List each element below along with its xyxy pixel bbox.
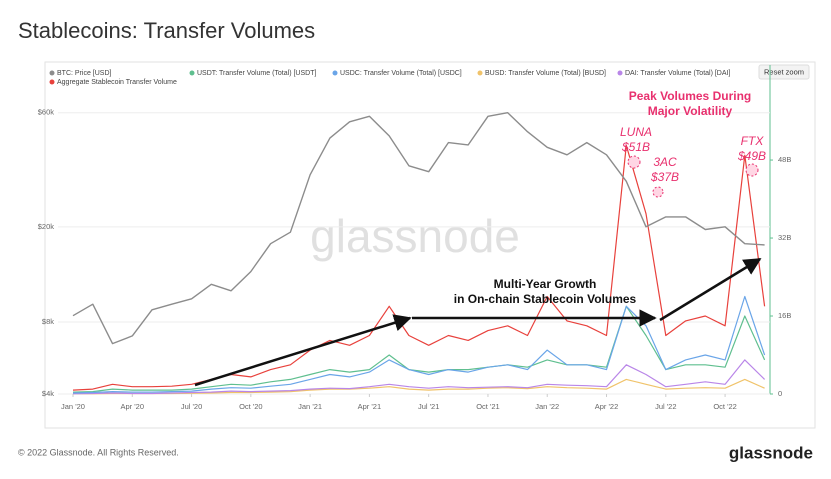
x-tick-label: Jan '22 <box>535 402 559 411</box>
annotations: Peak Volumes During Major Volatility LUN… <box>194 89 766 387</box>
legend-marker <box>49 70 55 76</box>
series-line <box>72 305 766 393</box>
series-line <box>72 295 766 394</box>
y-tick-label: $60k <box>38 108 55 117</box>
annotation: $49B <box>737 149 766 163</box>
y-tick-label: $4k <box>42 389 54 398</box>
brand-logo: glassnode <box>729 443 813 462</box>
x-tick-label: Jul '22 <box>655 402 676 411</box>
annotation: $37B <box>650 170 679 184</box>
x-tick-label: Apr '21 <box>358 402 382 411</box>
growth-arrow <box>194 314 412 387</box>
y-tick-label: $8k <box>42 317 54 326</box>
y2-tick-label: 0 <box>778 389 782 398</box>
legend-label: BTC: Price [USD] <box>57 70 112 77</box>
x-tick-label: Jul '21 <box>418 402 439 411</box>
series-line <box>73 378 765 395</box>
series-line <box>72 359 766 395</box>
annotation: Peak Volumes During <box>629 89 751 103</box>
chart-frame <box>44 61 816 429</box>
reset-zoom-label[interactable]: Reset zoom <box>764 67 804 76</box>
legend-label: USDT: Transfer Volume (Total) [USDT] <box>197 70 316 77</box>
peak-circle <box>627 155 641 169</box>
series-line <box>72 144 766 391</box>
annotation: Multi-Year Growth <box>494 277 597 291</box>
x-tick-label: Oct '20 <box>239 402 263 411</box>
growth-arrow <box>659 257 762 322</box>
legend-label: BUSD: Transfer Volume (Total) [BUSD] <box>485 70 606 77</box>
copyright: © 2022 Glassnode. All Rights Reserved. <box>18 447 179 457</box>
x-tick-label: Jan '21 <box>298 402 322 411</box>
annotation: $51B <box>621 140 650 154</box>
y2-tick-label: 32B <box>778 233 791 242</box>
legend-label: DAI: Transfer Volume (Total) [DAI] <box>625 70 730 77</box>
legend-label: USDC: Transfer Volume (Total) [USDC] <box>340 70 462 77</box>
legend-label: Aggregate Stablecoin Transfer Volume <box>57 79 177 86</box>
legend-marker <box>189 70 195 76</box>
page-title: Stablecoins: Transfer Volumes <box>18 18 315 43</box>
x-tick-label: Apr '22 <box>595 402 619 411</box>
x-tick-label: Oct '22 <box>713 402 737 411</box>
legend-marker <box>477 70 483 76</box>
x-tick-label: Apr '20 <box>121 402 145 411</box>
peak-circle <box>745 163 759 177</box>
reset-zoom-bg[interactable] <box>758 64 810 80</box>
y2-tick-label: 16B <box>778 311 791 320</box>
x-tick-label: Oct '21 <box>476 402 500 411</box>
x-tick-label: Jul '20 <box>181 402 202 411</box>
annotation: 3AC <box>653 155 677 169</box>
watermark: glassnode <box>310 210 520 262</box>
annotation: LUNA <box>620 125 652 139</box>
legend-marker <box>332 70 338 76</box>
legend-marker <box>49 79 55 85</box>
peak-circle <box>652 186 664 198</box>
annotation: in On-chain Stablecoin Volumes <box>454 292 637 306</box>
x-tick-label: Jan '20 <box>61 402 85 411</box>
reset-zoom-button[interactable]: Reset zoom <box>758 64 810 80</box>
annotation: FTX <box>741 134 765 148</box>
annotation: Major Volatility <box>648 104 733 118</box>
series-line <box>72 112 765 345</box>
y2-tick-label: 48B <box>778 155 791 164</box>
legend-marker <box>617 70 623 76</box>
y-tick-label: $20k <box>38 222 55 231</box>
plot: $4k $8k $20k $60k 0 16B 32B 48B Jan '20 Apr '20 Ju… <box>38 108 792 411</box>
